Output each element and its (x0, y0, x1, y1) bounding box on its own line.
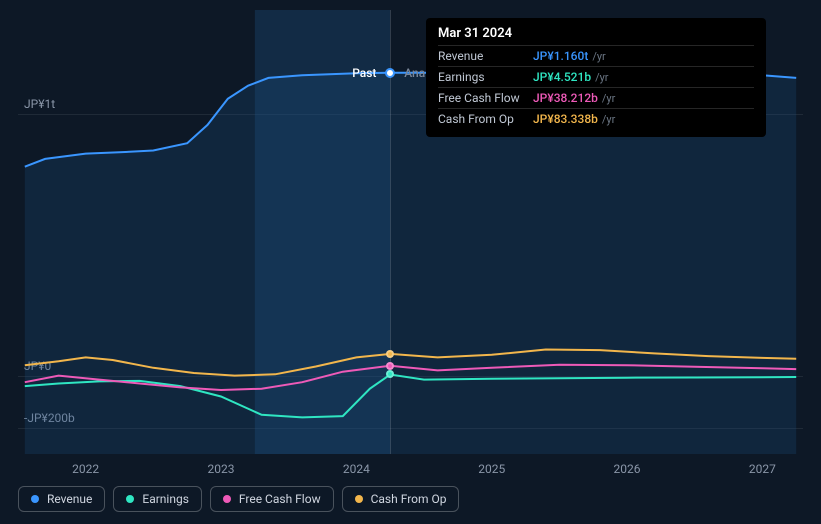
legend-dot-icon (31, 495, 39, 503)
tooltip-value: JP¥38.212b (533, 91, 598, 105)
legend-label: Earnings (142, 492, 189, 506)
legend-item-cfo[interactable]: Cash From Op (342, 486, 460, 512)
tooltip-date: Mar 31 2024 (438, 26, 754, 45)
tooltip-value: JP¥83.338b (533, 112, 598, 126)
tooltip-row: RevenueJP¥1.160t/yr (438, 45, 754, 66)
tooltip-label: Revenue (438, 49, 533, 63)
legend-item-revenue[interactable]: Revenue (18, 486, 105, 512)
marker-dot-revenue (385, 68, 395, 78)
legend-dot-icon (355, 495, 363, 503)
legend-label: Cash From Op (371, 492, 447, 506)
marker-dot-earnings (386, 370, 394, 378)
tooltip-row: Cash From OpJP¥83.338b/yr (438, 108, 754, 129)
legend-dot-icon (126, 495, 134, 503)
tooltip-label: Cash From Op (438, 112, 533, 126)
legend-label: Free Cash Flow (239, 492, 321, 506)
tooltip-suffix: /yr (602, 92, 615, 105)
tooltip-suffix: /yr (602, 113, 615, 126)
chart-legend: Revenue Earnings Free Cash Flow Cash From O… (18, 486, 459, 512)
legend-item-fcf[interactable]: Free Cash Flow (210, 486, 334, 512)
legend-label: Revenue (47, 492, 92, 506)
tooltip-value: JP¥4.521b (533, 70, 591, 84)
tooltip-label: Earnings (438, 70, 533, 84)
marker-dot-cfo (386, 350, 394, 358)
tooltip-value: JP¥1.160t (533, 49, 588, 63)
legend-item-earnings[interactable]: Earnings (113, 486, 202, 512)
tooltip-row: EarningsJP¥4.521b/yr (438, 66, 754, 87)
tooltip-suffix: /yr (595, 71, 608, 84)
marker-dot-fcf (386, 362, 394, 370)
legend-dot-icon (223, 495, 231, 503)
tooltip-row: Free Cash FlowJP¥38.212b/yr (438, 87, 754, 108)
tooltip-suffix: /yr (592, 50, 605, 63)
chart-tooltip: Mar 31 2024 RevenueJP¥1.160t/yrEarningsJ… (426, 18, 766, 137)
tooltip-label: Free Cash Flow (438, 91, 533, 105)
split-label-past: Past (352, 66, 376, 80)
